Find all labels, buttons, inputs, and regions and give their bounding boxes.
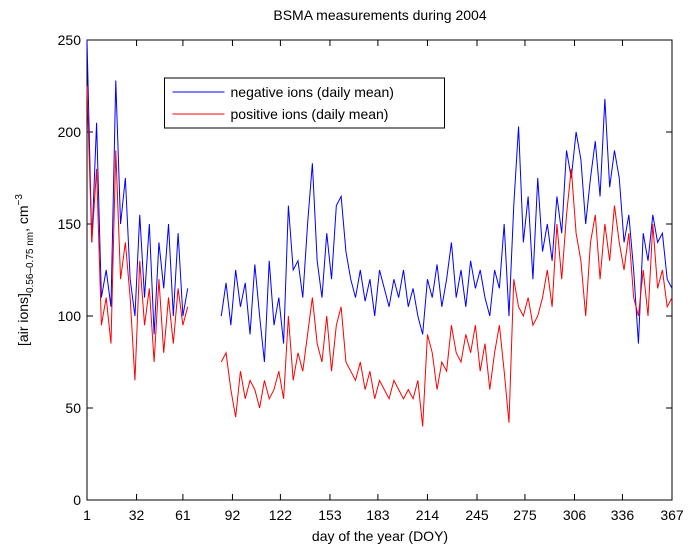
x-tick-label: 92: [225, 507, 241, 523]
data-line: [86, 85, 673, 427]
x-tick-label: 367: [660, 507, 684, 523]
y-tick-label: 250: [58, 32, 82, 48]
x-tick-label: 1: [83, 507, 91, 523]
x-tick-label: 306: [563, 507, 587, 523]
legend-label: positive ions (daily mean): [231, 106, 389, 122]
y-axis-label: [air ions]0.56–0.75 nm, cm−3: [14, 194, 36, 346]
y-tick-label: 100: [58, 308, 82, 324]
x-tick-label: 153: [318, 507, 342, 523]
y-label-sup: −3: [14, 194, 25, 206]
chart-title: BSMA measurements during 2004: [273, 7, 486, 23]
x-tick-label: 122: [269, 507, 293, 523]
x-tick-label: 32: [129, 507, 145, 523]
y-tick-label: 0: [73, 492, 81, 508]
x-tick-label: 245: [465, 507, 489, 523]
y-label-sub: 0.56–0.75 nm: [25, 232, 36, 293]
y-tick-label: 200: [58, 124, 82, 140]
y-tick-label: 50: [65, 400, 81, 416]
x-tick-label: 214: [416, 507, 440, 523]
x-axis-label: day of the year (DOY): [312, 528, 448, 544]
legend-label: negative ions (daily mean): [231, 84, 394, 100]
x-tick-label: 336: [611, 507, 635, 523]
x-tick-label: 61: [175, 507, 191, 523]
legend-box: [164, 77, 445, 129]
y-label-main: [air ions]: [15, 293, 31, 346]
y-tick-label: 150: [58, 216, 82, 232]
x-tick-label: 183: [366, 507, 390, 523]
data-line: [86, 39, 673, 363]
x-tick-label: 275: [513, 507, 537, 523]
y-label-unit: , cm: [15, 205, 31, 231]
